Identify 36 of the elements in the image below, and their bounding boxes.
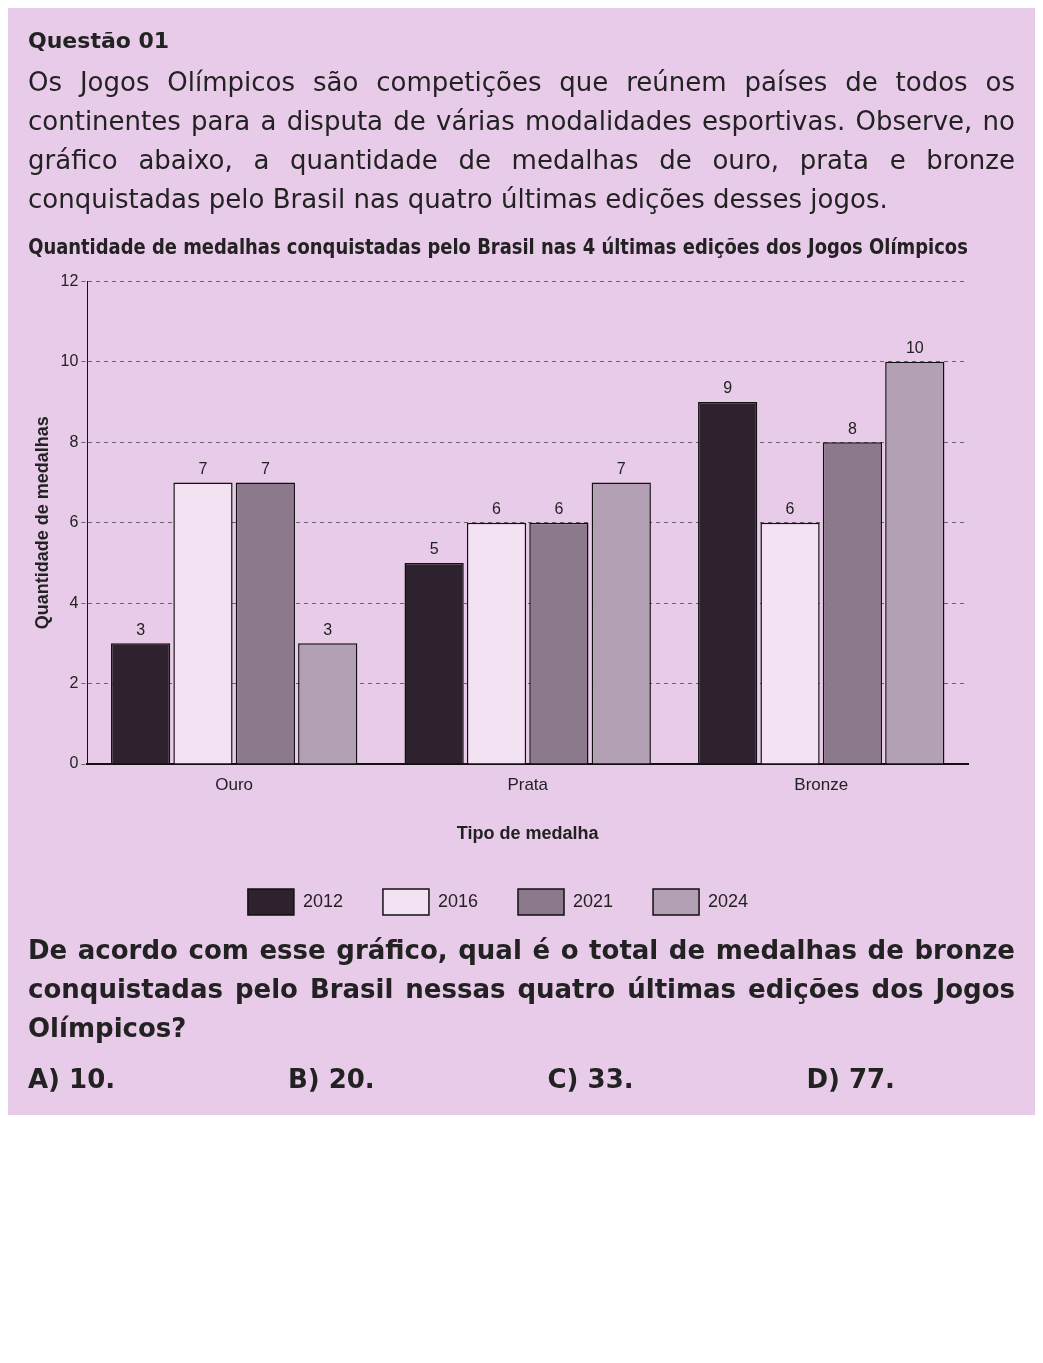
legend-label: 2021 <box>573 890 614 911</box>
y-tick-label: 0 <box>69 754 79 772</box>
x-tick-label: Ouro <box>215 774 254 794</box>
text: C) 33. <box>547 1063 634 1096</box>
data-label: 9 <box>723 379 733 397</box>
y-tick-label: 10 <box>60 352 79 370</box>
text: Os Jogos Olímpicos são competições que reúnem países de todos os continentes para a disputa de várias modalidades esportivas. Observe, no gráfico abaixo, a quantidade de medalhas de ouro, prata e bronze conquistadas pelo Brasil nas quatro últimas edições desses jogos. <box>28 66 1015 216</box>
x-tick-label: Prata <box>507 774 549 794</box>
text: Questão 01 <box>28 27 171 55</box>
y-tick-label: 8 <box>69 432 79 450</box>
data-label: 8 <box>847 419 857 437</box>
y-tick-label: 12 <box>60 271 79 289</box>
data-label: 7 <box>198 459 208 477</box>
legend-label: 2024 <box>708 890 749 911</box>
y-tick-label: 4 <box>69 593 79 611</box>
y-axis-title: Quantidade de medalhas <box>31 416 52 630</box>
text: A) 10. <box>28 1063 116 1096</box>
chart-title: Quantidade de medalhas conquistadas pelo Brasil nas 4 últimas edições dos Jogos Olímpicos <box>28 233 968 260</box>
data-label: 10 <box>905 339 924 357</box>
x-axis-title: Tipo de medalha <box>456 823 600 844</box>
y-tick-label: 2 <box>69 673 79 691</box>
legend-label: 2016 <box>437 890 478 911</box>
data-label: 6 <box>554 500 564 518</box>
data-label: 3 <box>323 620 333 638</box>
x-tick-label: Bronze <box>794 774 849 794</box>
data-label: 6 <box>492 500 502 518</box>
data-label: 7 <box>616 459 626 477</box>
data-label: 7 <box>260 459 270 477</box>
data-label: 5 <box>429 540 439 558</box>
text: De acordo com esse gráfico, qual é o total de medalhas de bronze conquistadas pelo Brasil nessas quatro últimas edições dos Jogos Olímpicos? <box>28 934 1015 1045</box>
data-label: 6 <box>785 500 795 518</box>
data-label: 3 <box>136 620 146 638</box>
text: B) 20. <box>287 1063 375 1096</box>
legend-label: 2012 <box>302 890 343 911</box>
y-tick-label: 6 <box>69 513 79 531</box>
text: D) 77. <box>806 1063 895 1096</box>
